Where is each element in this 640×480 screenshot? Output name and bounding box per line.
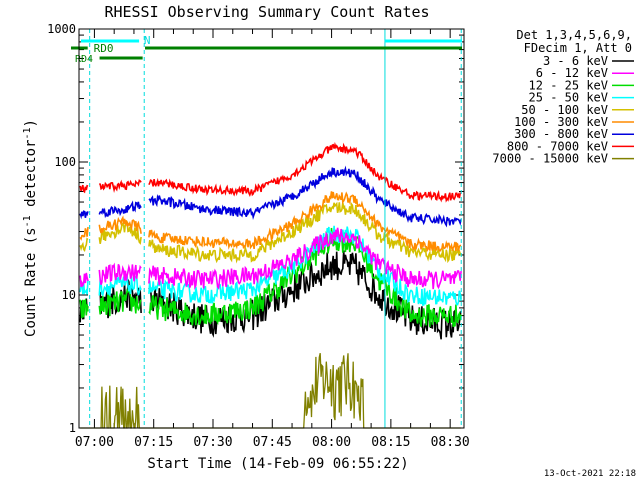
legend-label: 100 - 300 keV	[514, 115, 608, 129]
series-line-2	[79, 227, 462, 327]
y-tick-label: 1	[69, 421, 76, 435]
y-axis-label-part2: detector	[23, 140, 39, 216]
series-line-5	[79, 191, 462, 253]
chart-title: RHESSI Observing Summary Count Rates	[104, 3, 429, 21]
flag-label-rd4: RD4	[75, 54, 93, 65]
series-line-6	[79, 165, 462, 228]
legend-label: 12 - 25 keV	[529, 78, 608, 92]
y-tick-label: 10	[62, 288, 76, 302]
x-tick-label: 08:30	[431, 435, 470, 450]
legend-label: 300 - 800 keV	[514, 127, 608, 141]
series-line-1	[79, 227, 462, 291]
y-axis-label-sup1: -1	[22, 215, 33, 227]
legend-label: 800 - 7000 keV	[507, 139, 608, 153]
legend-label: 50 - 100 keV	[521, 103, 608, 117]
flag-label-n: N	[144, 34, 151, 47]
x-tick-label: 07:30	[193, 435, 232, 450]
legend-label: 7000 - 15000 keV	[492, 152, 608, 166]
x-axis-label: Start Time (14-Feb-09 06:55:22)	[147, 456, 408, 472]
series-line-7	[79, 141, 462, 203]
y-tick-label: 1000	[47, 22, 76, 36]
x-tick-label: 08:15	[371, 435, 410, 450]
x-tick-label: 08:00	[312, 435, 351, 450]
y-axis-label-sup2: -1	[22, 127, 33, 139]
y-tick-label: 100	[54, 155, 76, 169]
y-axis-label-part1: Count Rate (s	[23, 227, 39, 337]
legend-label: 25 - 50 keV	[529, 91, 608, 105]
legend-header-1: Det 1,3,4,5,6,9,	[516, 28, 632, 42]
flag-label-rd0: RD0	[94, 42, 114, 55]
legend-label: 6 - 12 keV	[536, 66, 608, 80]
y-axis-label: Count Rate (s-1 detector-1)	[22, 119, 39, 337]
x-tick-label: 07:45	[253, 435, 292, 450]
series-line-4	[79, 201, 462, 264]
x-tick-label: 07:15	[134, 435, 173, 450]
x-axis-ticks	[93, 29, 451, 428]
legend-header-2: FDecim 1, Att 0	[524, 41, 632, 55]
x-tick-labels: 07:00 07:15 07:30 07:45 08:00 08:15 08:30	[75, 435, 470, 450]
x-tick-label: 07:00	[75, 435, 114, 450]
legend: Det 1,3,4,5,6,9, FDecim 1, Att 0 3 - 6 k…	[492, 28, 634, 166]
legend-label: 3 - 6 keV	[543, 54, 608, 68]
y-axis-label-part3: )	[23, 119, 39, 127]
plot-frame	[78, 28, 465, 429]
y-tick-labels: 1 10 100 1000	[47, 22, 76, 435]
footer-date: 13-Oct-2021 22:18	[544, 469, 636, 479]
